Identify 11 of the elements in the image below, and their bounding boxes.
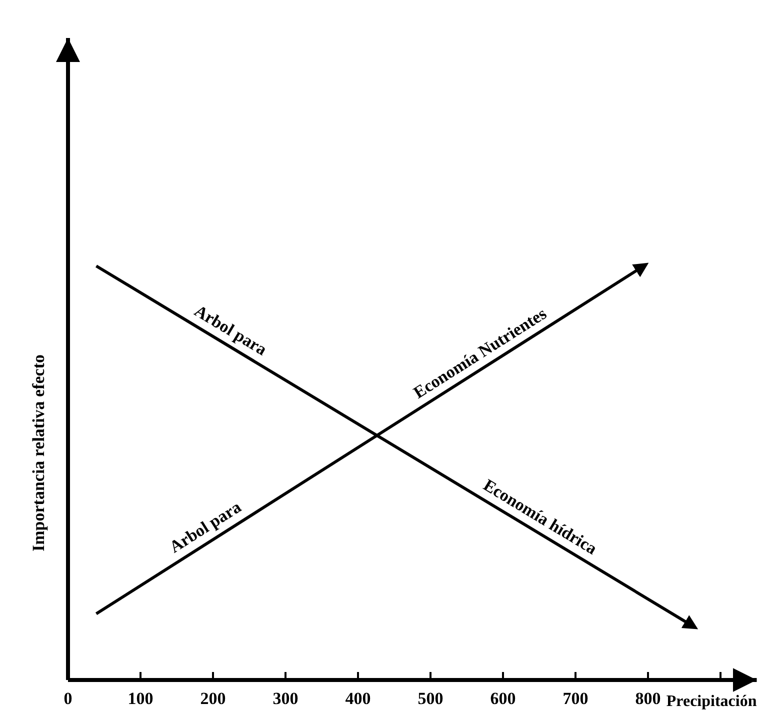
x-tick-label: 800 [635,689,661,708]
x-axis-title: Precipitación [666,693,757,710]
x-tick-label: 600 [490,689,516,708]
x-tick-label: 300 [272,689,298,708]
x-tick-label: 200 [200,689,226,708]
y-axis-title: Importancia relativa efecto [29,354,48,552]
x-tick-label: 700 [562,689,588,708]
x-tick-label: 100 [128,689,154,708]
x-tick-label: 500 [418,689,444,708]
x-tick-label: 400 [345,689,371,708]
x-tick-label: 0 [64,689,72,708]
